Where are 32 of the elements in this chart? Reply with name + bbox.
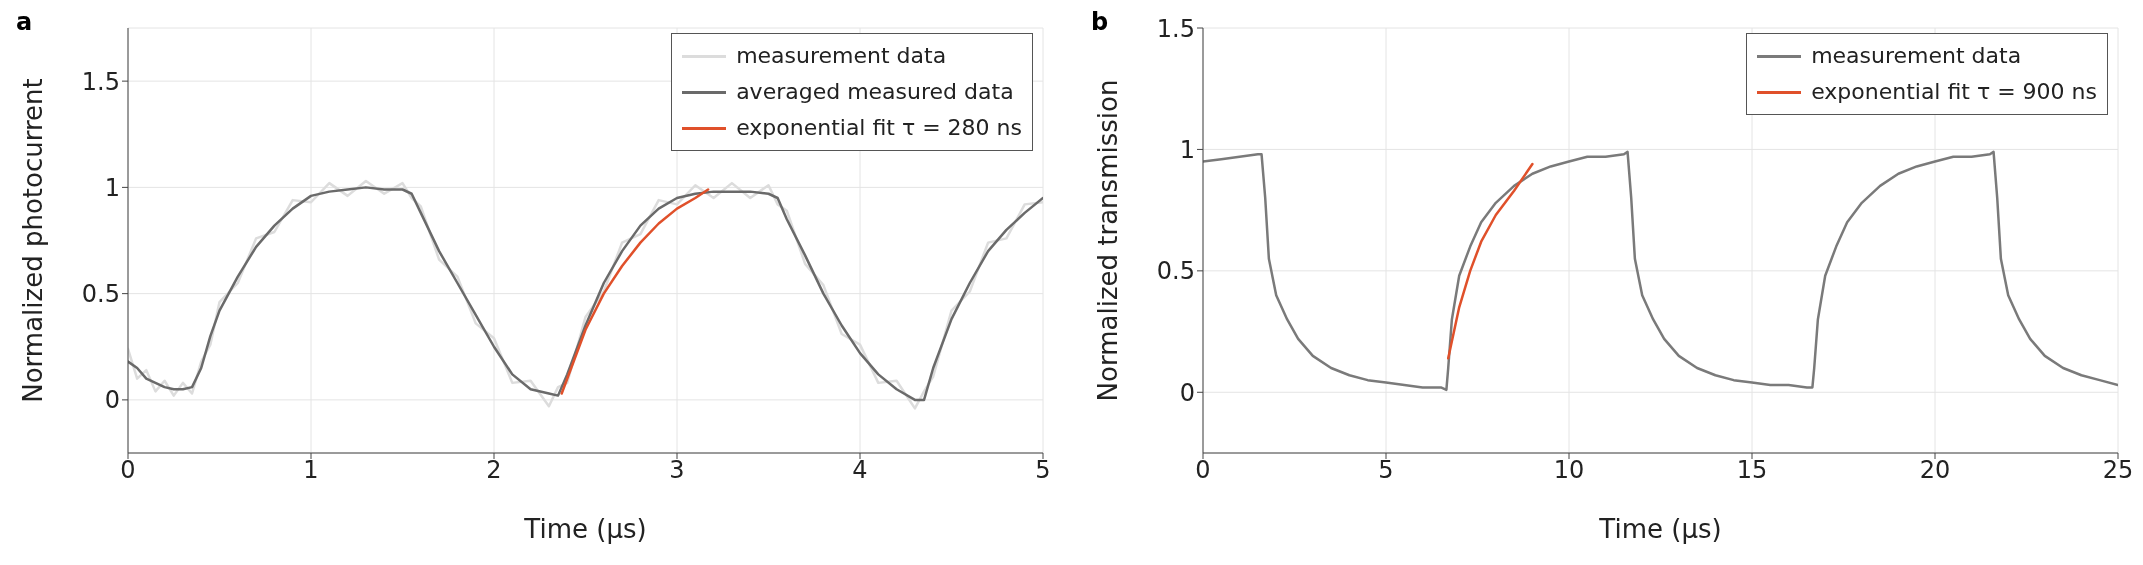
y-tick-label: 0 (1179, 378, 1195, 407)
legend-label: exponential fit τ = 900 ns (1811, 78, 2097, 106)
legend-label: measurement data (736, 42, 947, 70)
y-tick-label: 0 (104, 386, 120, 415)
y-tick-label: 1 (104, 173, 120, 202)
x-tick-label: 4 (852, 456, 868, 485)
legend-label: averaged measured data (736, 78, 1014, 106)
line-series (1446, 162, 1534, 360)
x-axis-title: Time (μs) (523, 514, 647, 544)
y-tick-label: 0.5 (1156, 257, 1195, 286)
line-series (560, 188, 710, 395)
line-series (1203, 150, 2118, 392)
legend-label: exponential fit τ = 280 ns (736, 114, 1022, 142)
y-tick-label: 1.5 (81, 67, 120, 96)
x-tick-label: 5 (1035, 456, 1051, 485)
x-axis-title: Time (μs) (1598, 514, 1722, 544)
y-axis-title: Normalized photocurrent (18, 78, 49, 403)
x-tick-label: 3 (669, 456, 685, 485)
x-tick-label: 25 (2102, 456, 2134, 485)
chart-title: b (1091, 8, 1109, 36)
x-tick-label: 1 (303, 456, 319, 485)
y-tick-label: 1 (1179, 135, 1195, 164)
x-tick-label: 20 (1919, 456, 1951, 485)
x-tick-label: 10 (1553, 456, 1585, 485)
chart-title: a (16, 8, 33, 36)
y-axis-title: Normalized transmission (1093, 79, 1124, 402)
y-tick-label: 1.5 (1156, 14, 1195, 43)
y-tick-label: 0.5 (81, 280, 120, 309)
x-tick-label: 15 (1736, 456, 1768, 485)
x-tick-label: 2 (486, 456, 502, 485)
x-tick-label: 5 (1378, 456, 1394, 485)
legend-label: measurement data (1811, 42, 2022, 70)
